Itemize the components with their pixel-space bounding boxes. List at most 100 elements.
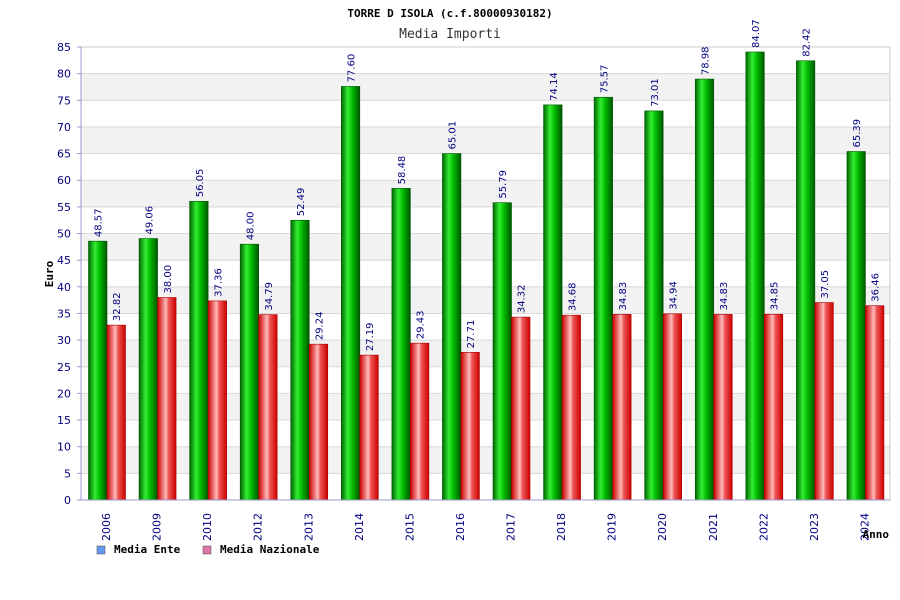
value-label-media-nazionale-2015: 29.43 — [416, 311, 427, 340]
bar-media-nazionale-2009 — [157, 297, 177, 501]
value-label-media-ente-2019: 75.57 — [599, 65, 610, 94]
bar-media-ente-2013 — [290, 219, 310, 501]
value-label-media-ente-2022: 84.07 — [751, 19, 762, 48]
value-label-media-nazionale-2017: 34.32 — [517, 284, 528, 313]
legend: Media Ente Media Nazionale — [96, 543, 320, 556]
x-tick-label-2012: 2012 — [252, 513, 265, 541]
y-tick-label: 25 — [57, 361, 71, 374]
y-tick-label: 65 — [57, 148, 71, 161]
value-label-media-nazionale-2024: 36.46 — [871, 273, 882, 302]
value-label-media-nazionale-2006: 32.82 — [112, 292, 123, 321]
x-tick-label-2014: 2014 — [353, 513, 366, 541]
y-tick-label: 70 — [57, 121, 71, 134]
y-tick-label: 40 — [57, 281, 71, 294]
value-label-media-nazionale-2021: 34.83 — [719, 282, 730, 311]
bar-media-ente-2018 — [543, 104, 563, 501]
bar-media-ente-2012 — [239, 243, 259, 501]
x-tick-label-2006: 2006 — [100, 513, 113, 541]
x-tick-label-2017: 2017 — [505, 513, 518, 541]
grid-band — [81, 73, 890, 101]
value-label-media-nazionale-2020: 34.94 — [668, 281, 679, 310]
value-label-media-ente-2010: 56.05 — [195, 169, 206, 198]
value-labels: 48.57 32.82 49.06 38.00 56.05 37.36 48.00 34.79… — [94, 19, 882, 351]
bar-media-ente-2017 — [492, 202, 512, 501]
value-label-media-nazionale-2009: 38.00 — [163, 265, 174, 294]
bar-media-ente-2021 — [694, 78, 715, 501]
bar-media-ente-2022 — [745, 51, 765, 501]
y-tick-label: 0 — [64, 494, 71, 507]
bar-media-nazionale-2023 — [814, 302, 834, 501]
x-tick-label-2023: 2023 — [808, 513, 821, 541]
x-tick-label-2015: 2015 — [403, 513, 416, 541]
value-label-media-ente-2024: 65.39 — [852, 119, 863, 148]
bar-media-nazionale-2013 — [308, 343, 329, 501]
value-label-media-ente-2018: 74.14 — [549, 72, 560, 101]
bar-media-nazionale-2020 — [662, 313, 682, 501]
y-axis-title: Euro — [43, 260, 56, 287]
value-label-media-ente-2012: 48.00 — [245, 212, 256, 241]
y-tick-label: 50 — [57, 228, 71, 241]
value-label-media-ente-2015: 58.48 — [397, 156, 408, 185]
x-tick-label-2016: 2016 — [454, 513, 467, 541]
y-tick-label: 45 — [57, 254, 71, 267]
value-label-media-nazionale-2013: 29.24 — [315, 312, 326, 341]
bars — [88, 51, 885, 501]
y-tick-label: 60 — [57, 174, 71, 187]
bar-media-ente-2010 — [189, 200, 209, 501]
value-label-media-ente-2017: 55.79 — [498, 170, 509, 199]
value-label-media-nazionale-2023: 37.05 — [820, 270, 831, 299]
bar-media-ente-2016 — [442, 153, 462, 501]
x-tick-label-2013: 2013 — [302, 513, 315, 541]
bar-media-nazionale-2015 — [410, 342, 430, 501]
x-tick-label-2020: 2020 — [656, 513, 669, 541]
bar-media-ente-2014 — [341, 86, 361, 501]
bar-media-nazionale-2021 — [713, 314, 733, 501]
bar-media-nazionale-2010 — [207, 300, 227, 501]
value-label-media-ente-2009: 49.06 — [144, 206, 155, 235]
y-tick-label: 55 — [57, 201, 71, 214]
value-label-media-ente-2021: 78.98 — [701, 46, 712, 75]
value-label-media-ente-2013: 52.49 — [296, 188, 307, 217]
y-tick-label: 35 — [57, 307, 71, 320]
grid-band — [81, 126, 890, 154]
value-label-media-ente-2023: 82.42 — [802, 28, 813, 57]
bar-media-ente-2006 — [88, 240, 108, 501]
legend-label-media-ente: Media Ente — [114, 543, 181, 556]
value-label-media-nazionale-2018: 34.68 — [567, 283, 578, 312]
x-tick-label-2022: 2022 — [757, 513, 770, 541]
y-axis: 0 5 10 15 20 25 30 35 40 45 50 55 60 65 70 75 80 85 — [57, 41, 82, 507]
bar-media-nazionale-2012 — [258, 314, 278, 501]
bar-media-nazionale-2018 — [561, 314, 581, 501]
x-tick-label-2019: 2019 — [606, 513, 619, 541]
bar-media-nazionale-2022 — [764, 313, 784, 501]
value-label-media-nazionale-2016: 27.71 — [466, 320, 477, 349]
y-tick-label: 80 — [57, 68, 71, 81]
y-tick-label: 20 — [57, 387, 71, 400]
chart-subtitle: Media Importi — [399, 27, 501, 42]
bar-media-ente-2023 — [796, 60, 816, 501]
bar-media-ente-2009 — [138, 238, 158, 501]
bar-media-nazionale-2017 — [511, 316, 531, 501]
x-tick-label-2018: 2018 — [555, 513, 568, 541]
y-tick-label: 10 — [57, 441, 71, 454]
bar-media-nazionale-2024 — [865, 305, 885, 501]
value-label-media-ente-2020: 73.01 — [650, 78, 661, 107]
bar-media-ente-2020 — [644, 110, 664, 501]
y-tick-label: 85 — [57, 41, 71, 54]
value-label-media-ente-2014: 77.60 — [347, 54, 358, 83]
bar-media-nazionale-2016 — [460, 352, 480, 501]
value-label-media-nazionale-2014: 27.19 — [365, 322, 376, 351]
legend-label-media-nazionale: Media Nazionale — [220, 543, 320, 556]
bar-media-nazionale-2006 — [106, 324, 126, 501]
x-tick-label-2024: 2024 — [858, 513, 871, 541]
bar-media-nazionale-2019 — [612, 314, 632, 501]
x-tick-label-2009: 2009 — [151, 513, 164, 541]
value-label-media-nazionale-2022: 34.85 — [770, 282, 781, 311]
value-label-media-nazionale-2010: 37.36 — [213, 268, 224, 297]
value-label-media-nazionale-2012: 34.79 — [264, 282, 275, 311]
legend-swatch-media-ente — [96, 545, 106, 555]
value-label-media-ente-2006: 48.57 — [94, 209, 105, 238]
bar-media-ente-2015 — [391, 188, 411, 501]
x-tick-label-2010: 2010 — [201, 513, 214, 541]
